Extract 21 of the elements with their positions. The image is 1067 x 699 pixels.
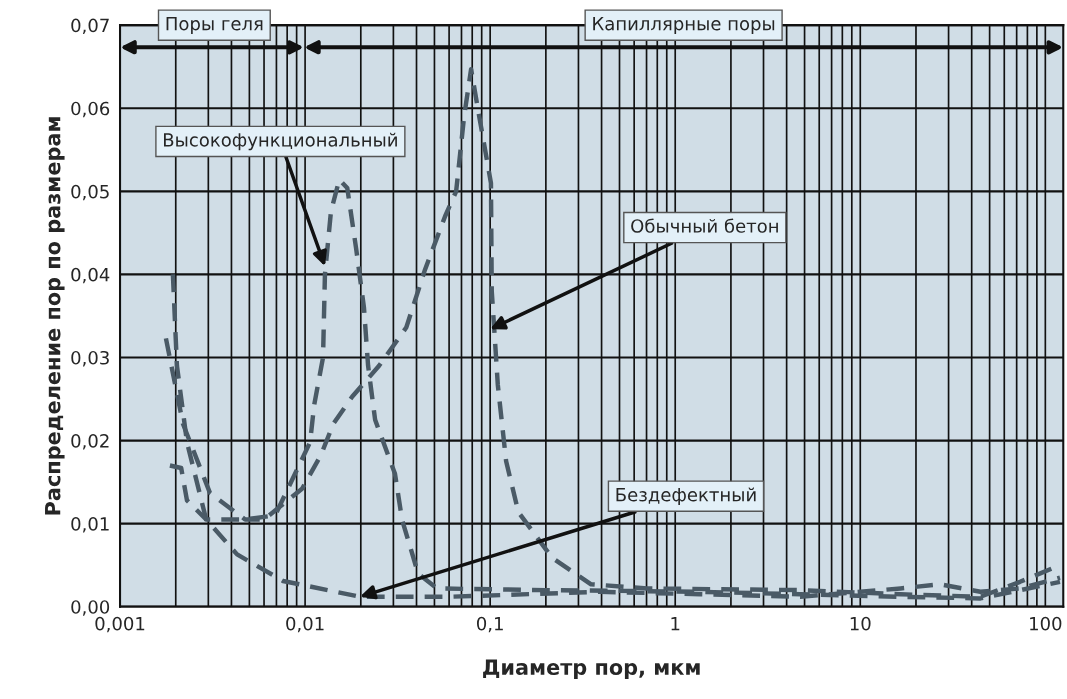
x-tick-label: 10 xyxy=(850,616,871,631)
x-tick-label: 0,001 xyxy=(95,616,145,633)
annotation: Поры геля xyxy=(166,16,263,34)
y-tick-label: 0,07 xyxy=(71,18,109,35)
y-tick-label: 0,06 xyxy=(71,101,110,118)
x-axis-title: Диаметр пор, мкм xyxy=(483,659,700,680)
y-tick-label: 0,04 xyxy=(71,267,110,284)
x-tick-label: 1 xyxy=(671,617,680,631)
x-tick-label: 100 xyxy=(1030,616,1062,631)
x-tick-label: 0,1 xyxy=(476,616,503,633)
y-tick-label: 0,03 xyxy=(71,350,109,367)
y-tick-label: 0,05 xyxy=(71,184,109,201)
annotation: Бездефектный xyxy=(616,487,756,505)
annotation: Обычный бетон xyxy=(631,218,778,233)
y-tick-label: 0,02 xyxy=(71,434,109,450)
y-axis-title: Распределение пор по размерам xyxy=(45,117,65,515)
y-tick-label: 0,01 xyxy=(71,517,109,533)
annotation: Высокофункциональный xyxy=(164,132,397,151)
annotation: Капиллярные поры xyxy=(593,16,775,34)
x-tick-label: 0,01 xyxy=(286,616,324,633)
y-tick-label: 0,00 xyxy=(71,600,110,616)
